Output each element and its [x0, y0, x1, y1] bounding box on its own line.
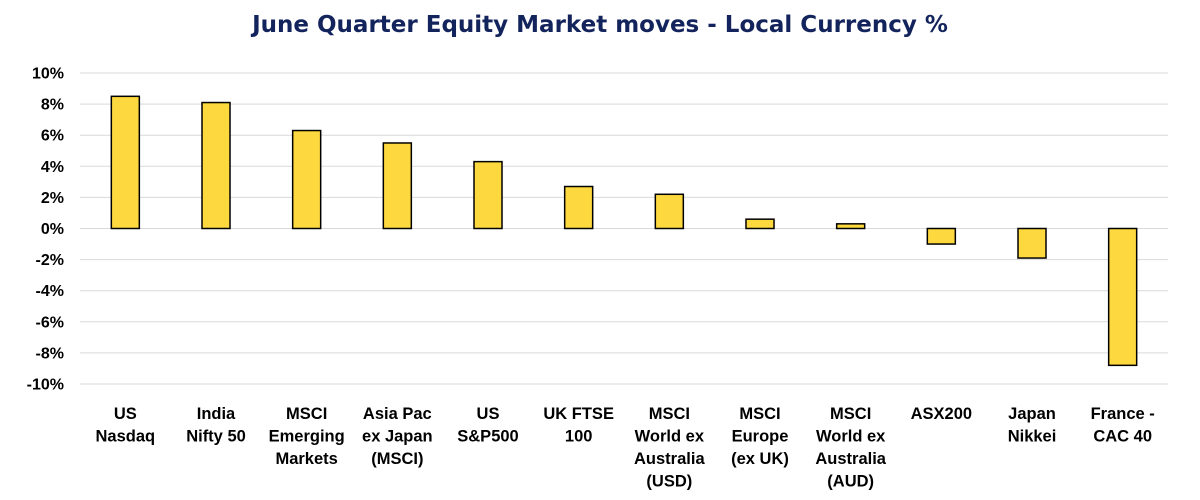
x-axis-labels: US Nasdaq India Nifty 50 MSCI Emerging Markets… — [96, 405, 1155, 491]
y-tick-label: -4% — [36, 283, 64, 300]
y-tick-label: 8% — [41, 97, 64, 114]
chart-title: June Quarter Equity Market moves - Local… — [252, 12, 948, 38]
x-category-label: MSCI World ex Australia (AUD) — [815, 405, 886, 491]
x-category-label: US S&P500 — [457, 405, 518, 446]
bar — [473, 160, 503, 230]
y-tick-label: 4% — [41, 159, 64, 176]
x-category-label: UK FTSE 100 — [543, 405, 614, 446]
x-category-label: India Nifty 50 — [186, 405, 246, 446]
y-tick-label: 10% — [32, 66, 64, 83]
y-tick-label: -6% — [36, 314, 64, 331]
bar — [1017, 227, 1047, 259]
bar — [745, 218, 775, 230]
bar — [1107, 227, 1138, 367]
y-tick-label: 2% — [41, 190, 64, 207]
bars — [110, 95, 1138, 367]
bar — [835, 223, 866, 230]
x-category-label: MSCI Emerging Markets — [269, 405, 345, 468]
x-category-label: US Nasdaq — [96, 405, 156, 446]
bar — [563, 185, 594, 230]
x-category-label: France -CAC 40 — [1091, 405, 1155, 446]
bar — [654, 193, 685, 230]
x-category-label: Japan Nikkei — [1008, 405, 1057, 446]
x-category-label: Asia Pac ex Japan (MSCI) — [362, 405, 433, 468]
bar — [926, 227, 957, 245]
y-tick-label: -10% — [27, 377, 64, 394]
x-category-label: ASX200 — [911, 405, 972, 423]
y-tick-label: 6% — [41, 128, 64, 145]
x-category-label: MSCI World ex Australia (USD) — [634, 405, 705, 491]
y-axis-ticks: 10% 8% 6% 4% 2% 0% -2% -4% -6% -8% -10% — [27, 66, 64, 394]
y-tick-label: 0% — [41, 221, 64, 238]
grid-lines — [80, 72, 1168, 385]
bar — [110, 95, 141, 230]
y-tick-label: -8% — [36, 345, 64, 362]
bar — [201, 101, 231, 230]
bar — [291, 129, 322, 230]
y-tick-label: -2% — [36, 252, 64, 269]
bar — [382, 142, 413, 230]
x-category-label: MSCI Europe (ex UK) — [731, 405, 789, 468]
